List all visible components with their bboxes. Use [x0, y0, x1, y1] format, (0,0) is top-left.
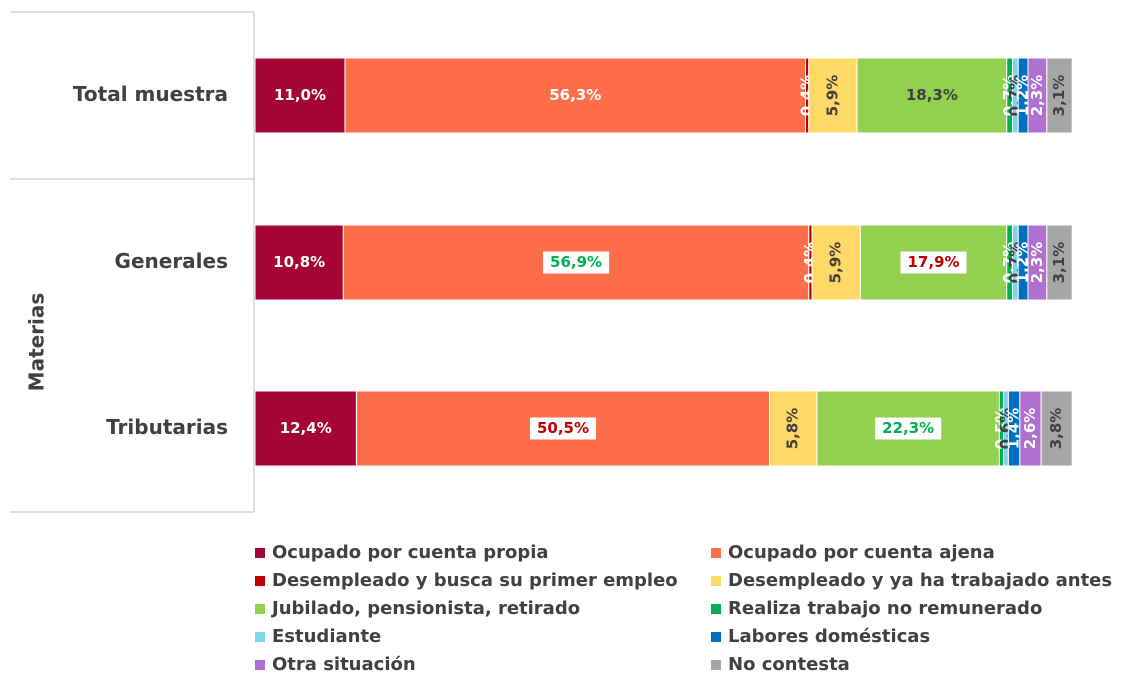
label-box	[529, 417, 596, 440]
value-label: 11,0%	[274, 86, 326, 104]
label-box	[875, 417, 942, 440]
value-label: 10,8%	[273, 253, 325, 271]
legend-label: Ocupado por cuenta propia	[272, 542, 549, 563]
legend-swatch	[711, 548, 721, 558]
bar-segment	[1046, 224, 1073, 301]
bar-segment	[856, 57, 1008, 134]
legend-label: Estudiante	[272, 626, 381, 647]
value-label: 3,1%	[1050, 75, 1068, 117]
bar-segment	[1046, 57, 1073, 134]
value-label: 56,3%	[549, 86, 601, 104]
legend-swatch	[711, 604, 721, 614]
legend-label: Ocupado por cuenta ajena	[728, 542, 995, 563]
value-label: 56,9%	[550, 253, 602, 271]
legend-label: Realiza trabajo no remunerado	[728, 598, 1042, 619]
value-label: 1,2%	[1014, 75, 1032, 117]
legend-swatch	[255, 604, 265, 614]
value-label: 2,3%	[1028, 75, 1046, 117]
legend-swatch	[711, 576, 721, 586]
category-label: Generales	[115, 249, 228, 273]
label-box	[543, 251, 610, 274]
value-label: 3,8%	[1047, 408, 1065, 450]
category-label: Tributarias	[106, 415, 228, 439]
bar-segment	[769, 390, 818, 467]
legend-label: No contesta	[728, 654, 850, 675]
value-label: 1,2%	[1014, 242, 1032, 284]
legend-label: Labores domésticas	[728, 626, 930, 647]
legend-swatch	[255, 632, 265, 642]
legend-label: Desempleado y ya ha trabajado antes	[728, 570, 1112, 591]
value-label: 17,9%	[908, 253, 960, 271]
legend-swatch	[255, 548, 265, 558]
label-box	[900, 251, 967, 274]
bar-segment	[1040, 390, 1073, 467]
value-label: 22,3%	[882, 419, 934, 437]
y-axis-label: Materias	[25, 293, 49, 392]
category-label: Total muestra	[73, 82, 228, 106]
bar-segment	[254, 390, 357, 467]
bar-segment	[254, 224, 344, 301]
value-label: 2,6%	[1021, 408, 1039, 450]
legend-swatch	[711, 660, 721, 670]
bar-segment	[254, 57, 346, 134]
bar-segment	[808, 57, 858, 134]
value-label: 12,4%	[280, 419, 332, 437]
value-label: 5,9%	[823, 75, 841, 117]
bar-segment	[811, 224, 861, 301]
value-label: 5,8%	[784, 408, 802, 450]
legend-swatch	[255, 576, 265, 586]
value-label: 2,3%	[1028, 242, 1046, 284]
value-label: 3,1%	[1050, 242, 1068, 284]
legend-label: Desempleado y busca su primer empleo	[272, 570, 678, 591]
value-label: 1,4%	[1005, 408, 1023, 450]
legend-label: Otra situación	[272, 654, 416, 675]
value-label: 50,5%	[537, 419, 589, 437]
bar-segment	[344, 57, 807, 134]
value-label: 5,9%	[827, 242, 845, 284]
legend-swatch	[711, 632, 721, 642]
legend-label: Jubilado, pensionista, retirado	[270, 598, 580, 619]
legend-swatch	[255, 660, 265, 670]
value-label: 18,3%	[906, 86, 958, 104]
